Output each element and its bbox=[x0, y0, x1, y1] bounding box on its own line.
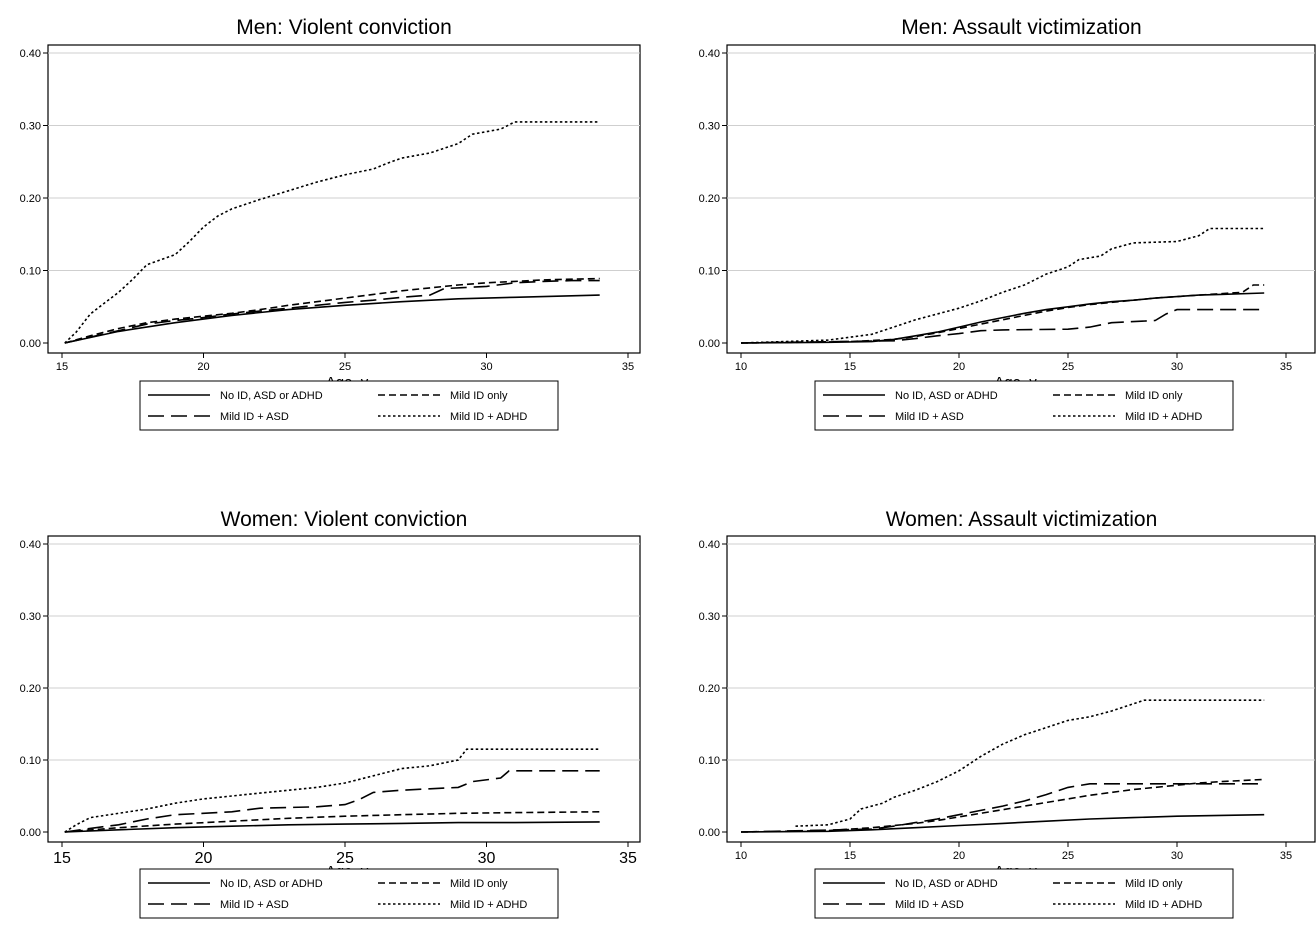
y-tick-label: 0.00 bbox=[20, 338, 41, 350]
series-line-long-dash bbox=[64, 770, 600, 833]
legend: No ID, ASD or ADHD Mild ID only Mild ID + … bbox=[814, 380, 1234, 431]
legend-label: Mild ID only bbox=[1125, 390, 1183, 402]
x-tick-label: 30 bbox=[480, 361, 492, 373]
chart-title: Women: Violent conviction bbox=[221, 508, 468, 531]
x-tick-label: 15 bbox=[844, 850, 856, 862]
plot-frame bbox=[726, 535, 1316, 843]
legend-label: Mild ID + ASD bbox=[895, 899, 964, 911]
series-line-dotted bbox=[64, 748, 600, 833]
series-line-dotted bbox=[740, 227, 1265, 344]
x-tick-label: 30 bbox=[1171, 361, 1183, 373]
legend-label: No ID, ASD or ADHD bbox=[895, 878, 998, 890]
x-tick-label: 25 bbox=[1062, 361, 1074, 373]
chart-title: Men: Assault victimization bbox=[901, 16, 1141, 39]
x-tick-label: 15 bbox=[844, 361, 856, 373]
x-tick-label: 15 bbox=[56, 361, 68, 373]
series-line-long-dash bbox=[740, 308, 1265, 344]
y-tick-label: 0.10 bbox=[699, 266, 720, 278]
series-line-long-dash bbox=[740, 783, 1265, 833]
x-tick-label: 25 bbox=[1062, 850, 1074, 862]
legend: No ID, ASD or ADHD Mild ID only Mild ID + … bbox=[139, 380, 559, 431]
plot-frame bbox=[47, 44, 641, 354]
x-tick-label: 20 bbox=[953, 361, 965, 373]
legend-label: Mild ID only bbox=[1125, 878, 1183, 890]
legend-label: Mild ID + ADHD bbox=[1125, 899, 1202, 911]
series-line-long-dash bbox=[64, 279, 600, 344]
series-line-dotted bbox=[64, 121, 600, 344]
x-tick-label: 25 bbox=[336, 850, 354, 867]
chart-title: Women: Assault victimization bbox=[886, 508, 1158, 531]
y-tick-label: 0.40 bbox=[699, 48, 720, 60]
x-tick-label: 30 bbox=[478, 850, 496, 867]
y-tick-label: 0.30 bbox=[699, 121, 720, 133]
chart-title: Men: Violent conviction bbox=[236, 16, 452, 39]
x-tick-label: 25 bbox=[339, 361, 351, 373]
legend-label: Mild ID + ASD bbox=[220, 411, 289, 423]
legend-label: Mild ID + ADHD bbox=[1125, 411, 1202, 423]
legend-label: Mild ID + ADHD bbox=[450, 411, 527, 423]
x-tick-label: 20 bbox=[195, 850, 213, 867]
plot-frame bbox=[47, 535, 641, 843]
x-tick-label: 20 bbox=[197, 361, 209, 373]
legend-box bbox=[139, 868, 559, 919]
series-line-solid bbox=[64, 821, 600, 833]
y-tick-label: 0.30 bbox=[699, 611, 720, 623]
series-line-solid bbox=[740, 292, 1265, 344]
legend-box bbox=[814, 380, 1234, 431]
x-tick-label: 35 bbox=[619, 850, 637, 867]
y-tick-label: 0.20 bbox=[699, 683, 720, 695]
legend-label: No ID, ASD or ADHD bbox=[895, 390, 998, 402]
legend-label: No ID, ASD or ADHD bbox=[220, 878, 323, 890]
legend: No ID, ASD or ADHD Mild ID only Mild ID + … bbox=[814, 868, 1234, 919]
series-line-solid bbox=[64, 294, 600, 344]
x-tick-label: 10 bbox=[735, 361, 747, 373]
series-line-solid bbox=[740, 813, 1265, 833]
series-line-short-dash bbox=[64, 277, 600, 344]
series-line-short-dash bbox=[740, 284, 1265, 344]
y-tick-label: 0.20 bbox=[20, 193, 41, 205]
legend-label: Mild ID only bbox=[450, 878, 508, 890]
x-tick-label: 10 bbox=[735, 850, 747, 862]
y-tick-label: 0.20 bbox=[699, 193, 720, 205]
y-tick-label: 0.40 bbox=[20, 539, 41, 551]
legend-box bbox=[814, 868, 1234, 919]
x-tick-label: 35 bbox=[622, 361, 634, 373]
y-tick-label: 0.10 bbox=[20, 266, 41, 278]
y-tick-label: 0.00 bbox=[20, 827, 41, 839]
y-tick-label: 0.10 bbox=[20, 755, 41, 767]
y-tick-label: 0.30 bbox=[20, 611, 41, 623]
y-tick-label: 0.10 bbox=[699, 755, 720, 767]
y-tick-label: 0.00 bbox=[699, 338, 720, 350]
y-tick-label: 0.30 bbox=[20, 121, 41, 133]
chart-panel-4: Women: Assault victimization 0.00 0.10 0.20… bbox=[699, 508, 1316, 919]
chart-panel-2: Men: Assault victimization 0.00 0.10 0.20 0.… bbox=[699, 16, 1316, 431]
plot-frame bbox=[726, 44, 1316, 354]
chart-panel-3: Women: Violent conviction 0.00 0.10 0.20 0.3… bbox=[20, 508, 641, 919]
x-tick-label: 15 bbox=[53, 850, 71, 867]
x-tick-label: 35 bbox=[1280, 361, 1292, 373]
y-tick-label: 0.20 bbox=[20, 683, 41, 695]
x-tick-label: 20 bbox=[953, 850, 965, 862]
chart-panel-1: Men: Violent conviction 0.00 0.10 0.20 0.30 0… bbox=[20, 16, 641, 431]
legend-label: Mild ID only bbox=[450, 390, 508, 402]
legend: No ID, ASD or ADHD Mild ID only Mild ID + … bbox=[139, 868, 559, 919]
x-tick-label: 35 bbox=[1280, 850, 1292, 862]
y-tick-label: 0.40 bbox=[699, 539, 720, 551]
legend-label: Mild ID + ASD bbox=[895, 411, 964, 423]
x-tick-label: 30 bbox=[1171, 850, 1183, 862]
legend-label: Mild ID + ADHD bbox=[450, 899, 527, 911]
y-tick-label: 0.40 bbox=[20, 48, 41, 60]
legend-box bbox=[139, 380, 559, 431]
series-line-dotted bbox=[795, 699, 1265, 827]
legend-label: No ID, ASD or ADHD bbox=[220, 390, 323, 402]
series-line-short-dash bbox=[64, 811, 600, 833]
y-tick-label: 0.00 bbox=[699, 827, 720, 839]
legend-label: Mild ID + ASD bbox=[220, 899, 289, 911]
